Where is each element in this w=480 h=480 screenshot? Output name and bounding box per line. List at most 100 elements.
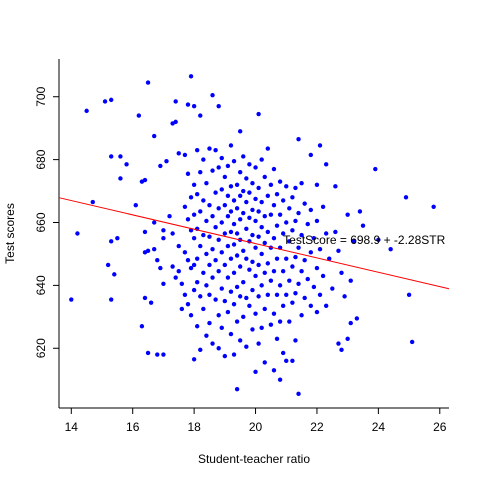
data-point bbox=[290, 300, 295, 305]
data-point bbox=[280, 350, 286, 356]
data-point bbox=[237, 217, 243, 222]
data-point bbox=[219, 250, 224, 255]
data-point bbox=[348, 278, 353, 283]
data-point bbox=[354, 316, 360, 321]
data-point bbox=[118, 154, 123, 159]
data-point bbox=[228, 256, 234, 261]
data-point bbox=[198, 347, 203, 353]
data-point bbox=[296, 281, 301, 287]
data-point bbox=[376, 237, 381, 242]
data-point bbox=[311, 284, 317, 290]
data-point bbox=[231, 242, 237, 247]
data-point bbox=[139, 324, 145, 329]
data-point bbox=[256, 185, 261, 191]
data-point bbox=[176, 269, 181, 274]
data-point bbox=[253, 218, 258, 224]
data-point bbox=[158, 163, 163, 169]
data-point bbox=[290, 358, 295, 364]
data-point bbox=[293, 185, 298, 191]
data-point bbox=[213, 225, 218, 230]
x-tick-label: 22 bbox=[310, 420, 324, 434]
data-point bbox=[204, 251, 209, 257]
data-point bbox=[241, 314, 246, 320]
data-point bbox=[268, 278, 274, 283]
data-point bbox=[244, 176, 249, 181]
data-point bbox=[173, 99, 178, 104]
data-point bbox=[311, 236, 317, 241]
data-point bbox=[225, 163, 231, 169]
data-point bbox=[287, 278, 292, 283]
data-point bbox=[188, 265, 194, 271]
data-point bbox=[373, 166, 378, 172]
data-point bbox=[167, 214, 172, 219]
data-point bbox=[201, 270, 206, 275]
data-point bbox=[84, 108, 89, 114]
data-point bbox=[148, 300, 154, 305]
data-point bbox=[164, 158, 169, 164]
data-point bbox=[216, 313, 221, 318]
data-point bbox=[207, 262, 212, 268]
data-point bbox=[237, 129, 243, 134]
data-point bbox=[115, 236, 120, 241]
data-point bbox=[237, 338, 243, 343]
data-point bbox=[161, 236, 166, 241]
data-point bbox=[431, 204, 436, 209]
data-point bbox=[222, 353, 228, 359]
data-point bbox=[314, 218, 320, 224]
data-point bbox=[185, 102, 191, 107]
data-point bbox=[210, 92, 215, 98]
data-point bbox=[253, 273, 258, 279]
data-point bbox=[219, 286, 224, 291]
data-point bbox=[274, 256, 280, 261]
data-point bbox=[109, 97, 114, 103]
data-point bbox=[342, 294, 347, 299]
data-point bbox=[253, 196, 258, 202]
data-point bbox=[253, 369, 258, 375]
data-point bbox=[105, 262, 111, 268]
data-point bbox=[191, 287, 197, 293]
data-point bbox=[191, 182, 197, 187]
data-point bbox=[176, 243, 181, 249]
data-point bbox=[299, 232, 304, 238]
data-point bbox=[265, 261, 271, 266]
data-point bbox=[158, 265, 163, 271]
data-point bbox=[317, 247, 323, 252]
data-point bbox=[176, 151, 181, 156]
data-point bbox=[259, 225, 264, 230]
data-point bbox=[256, 294, 261, 299]
data-point bbox=[216, 206, 221, 211]
data-point bbox=[207, 146, 212, 151]
data-point bbox=[271, 166, 277, 172]
data-point bbox=[302, 258, 307, 263]
x-tick-label: 16 bbox=[126, 420, 140, 434]
y-tick-label: 680 bbox=[34, 149, 48, 169]
data-point bbox=[271, 368, 277, 373]
data-point bbox=[241, 248, 246, 253]
data-point bbox=[194, 256, 200, 261]
data-point bbox=[185, 258, 191, 263]
data-point bbox=[219, 155, 224, 161]
data-point bbox=[142, 229, 148, 235]
data-point bbox=[247, 267, 252, 272]
data-point bbox=[271, 311, 277, 316]
data-point bbox=[142, 177, 148, 183]
data-point bbox=[345, 212, 350, 217]
y-tick-label: 620 bbox=[34, 338, 48, 358]
data-point bbox=[216, 237, 221, 242]
data-point bbox=[262, 174, 267, 180]
data-point bbox=[247, 190, 252, 195]
data-point bbox=[336, 248, 341, 253]
data-point bbox=[237, 294, 243, 299]
data-point bbox=[265, 193, 271, 198]
data-point bbox=[247, 303, 252, 309]
data-point bbox=[262, 240, 267, 246]
data-point bbox=[268, 322, 274, 327]
data-point bbox=[231, 221, 237, 227]
data-point bbox=[161, 281, 166, 287]
data-point bbox=[259, 157, 264, 162]
data-point bbox=[277, 212, 283, 217]
data-point bbox=[339, 347, 344, 353]
data-point bbox=[244, 344, 249, 349]
data-point bbox=[237, 264, 243, 269]
data-point bbox=[293, 254, 298, 260]
